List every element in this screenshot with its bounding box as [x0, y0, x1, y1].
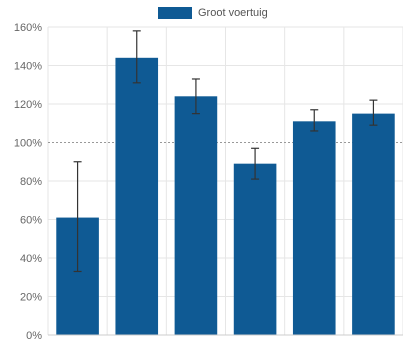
y-tick-label: 40% [20, 253, 42, 265]
y-tick-label: 80% [20, 176, 42, 188]
y-tick-label: 140% [14, 61, 42, 73]
bar [174, 96, 218, 335]
legend-label: Groot voertuig [198, 7, 268, 19]
y-tick-label: 160% [14, 22, 42, 34]
bar [292, 121, 336, 335]
bar [233, 163, 277, 335]
y-tick-label: 100% [14, 138, 42, 150]
bar [352, 113, 395, 335]
legend[interactable]: Groot voertuig [158, 6, 268, 20]
y-tick-label: 20% [20, 292, 42, 304]
y-tick-label: 0% [26, 330, 42, 342]
bar [115, 57, 159, 336]
y-tick-label: 120% [14, 99, 42, 111]
y-tick-label: 60% [20, 215, 42, 227]
legend-swatch [158, 7, 192, 19]
